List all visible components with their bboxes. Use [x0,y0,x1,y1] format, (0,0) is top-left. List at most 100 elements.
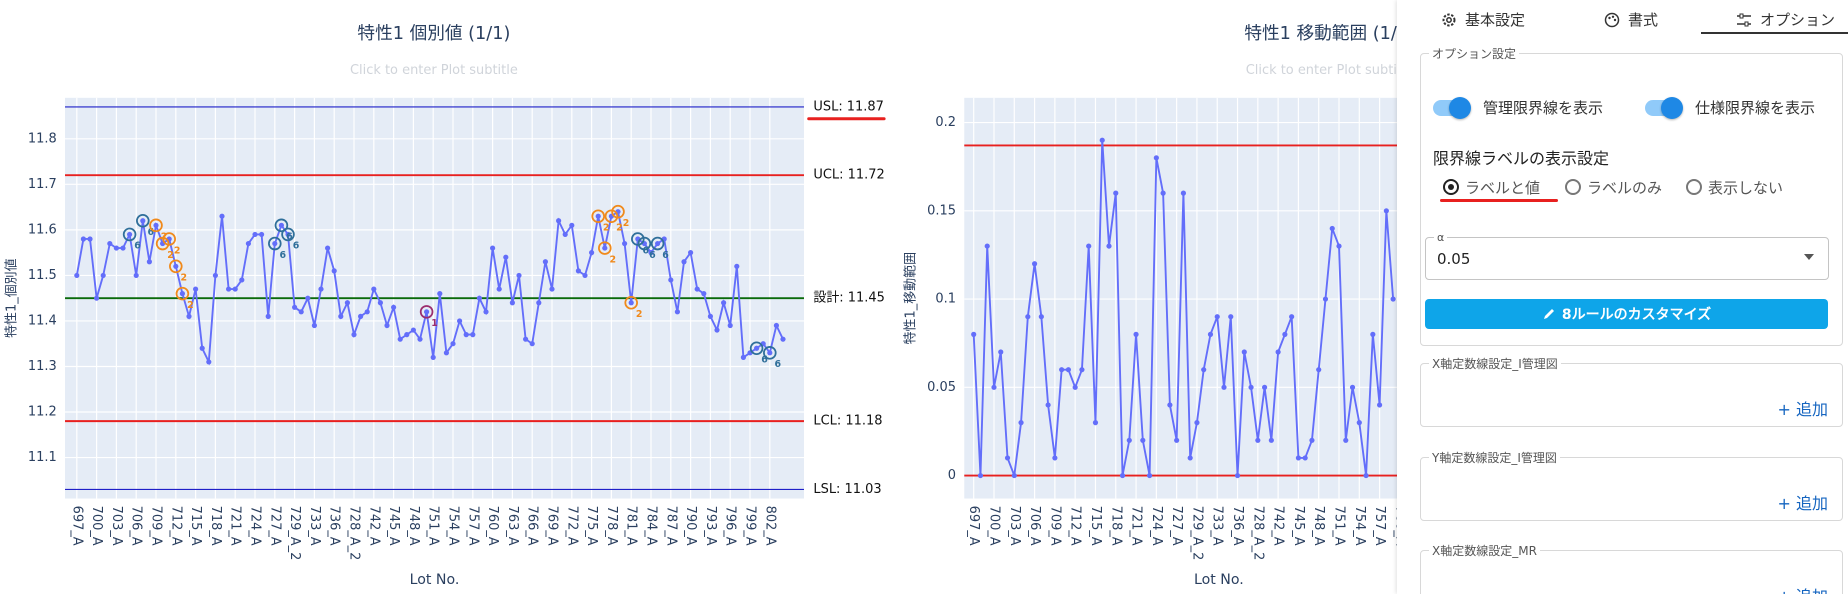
violation-rule: 6 [293,241,300,252]
x-tick-label: 736_A [1230,506,1245,546]
data-point [292,304,298,310]
x-tick-label: 729_A_2 [1189,506,1204,561]
active-tab-indicator [1701,32,1848,34]
violation-rule: 2 [181,273,188,284]
x-tick-label: 793_A [703,506,718,546]
violation-rule: 2 [623,218,630,229]
add-button[interactable]: + 追加 [1777,494,1829,513]
x-tick-label: 727_A [267,506,282,546]
violation-marker [149,218,163,233]
toggle-switch[interactable] [1433,97,1471,119]
chart-subtitle: Click to enter Plot subtitle [1246,63,1397,78]
data-point [186,313,192,319]
y-tick-label: 11.3 [28,359,57,374]
data-point [133,272,139,279]
violation-marker [268,236,282,251]
data-point [226,286,232,292]
section-heading: 限界線ラベルの表示設定 [1433,149,1610,168]
x-tick-label: 799_A [743,506,758,546]
select-value: 0.05 [1437,250,1471,268]
data-point [265,313,271,319]
data-point [199,345,205,351]
add-button[interactable]: + 追加 [1777,400,1829,419]
data-point [463,332,469,338]
x-tick-label: 790_A [683,506,698,546]
radio-label: ラベルのみ [1587,179,1663,197]
x-tick-label: 769_A [545,506,560,546]
violation-rule: 2 [616,223,623,234]
x-tick-label: 721_A [1129,506,1144,546]
data-point [1065,367,1071,373]
data-point [523,336,529,342]
x-tick-label: 772_A [564,506,579,546]
data-point [977,472,984,479]
data-point [1079,367,1085,373]
data-point [1045,402,1051,408]
x-tick-label: 751_A [1332,506,1347,546]
data-point [232,286,238,292]
data-point [1214,314,1220,320]
violation-marker [274,218,289,233]
y-tick-label: 11.2 [28,405,57,420]
x-tick-label: 763_A [505,506,520,546]
data-point [1302,455,1308,461]
add-button[interactable]: + 追加 [1778,583,1829,594]
fieldset-title: X軸定数線設定_I管理図 [1429,355,1561,372]
violation-marker [136,213,150,228]
constant-line-fieldset: Y軸定数線設定_I管理図 + 追加 [1420,449,1843,521]
alpha-select[interactable]: α 0.05 [1425,231,1829,280]
y-tick-label: 11.7 [28,177,57,192]
data-point [1180,190,1187,196]
data-point [721,300,727,306]
data-point [344,300,350,306]
data-point [94,295,100,301]
toggle-label: 管理限界線を表示 [1483,99,1604,117]
toggle-label: 仕様限界線を表示 [1695,99,1816,117]
x-tick-label: 781_A [624,506,639,546]
data-point [1295,455,1302,461]
data-point [1194,420,1200,426]
toggle-switch[interactable] [1645,97,1683,119]
radio-button[interactable] [1443,179,1459,195]
dropdown-arrow [1804,254,1814,260]
data-point [688,250,694,256]
data-point [1059,367,1065,373]
customize-button[interactable]: 8ルールのカスタマイズ [1425,299,1828,329]
data-point [1038,314,1044,320]
tab[interactable]: オプション [1736,6,1835,34]
data-point [582,272,588,279]
data-point [100,272,106,279]
data-point [727,322,733,329]
data-point [1140,437,1146,443]
tab[interactable]: 書式 [1604,6,1658,34]
data-point [483,309,489,315]
chart-title: 特性1 個別値 (1/1) [357,23,510,44]
data-point [991,384,997,390]
data-point [127,231,133,238]
data-point [80,236,86,242]
data-point [740,354,746,360]
x-tick-label: 760_A [1392,506,1397,546]
x-tick-label: 754_A [446,506,461,546]
data-point [325,245,331,251]
violation-marker [763,346,777,360]
x-axis-title: Lot No. [1194,572,1244,588]
data-point [470,332,476,338]
x-tick-label: 760_A [485,506,500,546]
data-point [503,254,509,260]
tab[interactable]: 基本設定 [1441,6,1525,34]
data-point [562,231,568,238]
data-point [707,313,713,319]
data-point [1072,384,1078,390]
violation-rule: 2 [167,250,174,261]
radio-button[interactable] [1686,179,1702,195]
violation-rule: 6 [775,359,782,370]
data-point [245,240,251,247]
x-tick-label: 733_A [1210,506,1225,546]
x-tick-label: 727_A [1169,506,1184,546]
violation-marker [122,227,137,242]
data-point [1255,437,1261,443]
violation-marker [650,236,665,251]
data-point [1336,243,1342,249]
radio-button[interactable] [1565,179,1581,195]
